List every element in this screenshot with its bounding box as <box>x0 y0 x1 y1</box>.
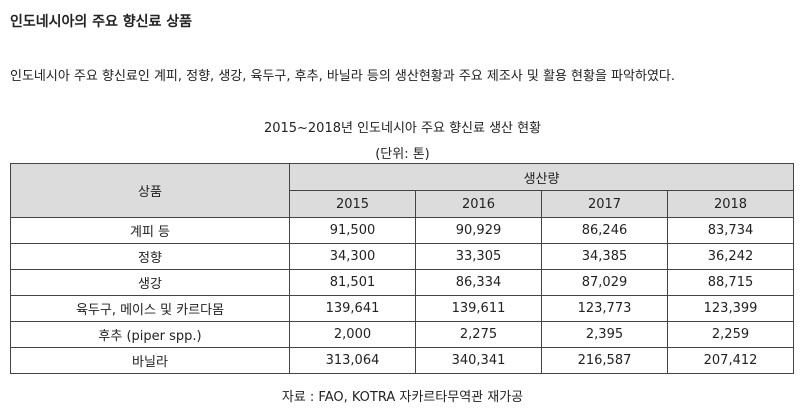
table-unit: (단위: 톤) <box>375 147 430 162</box>
section-description: 인도네시아 주요 향신료인 계피, 정향, 생강, 육두구, 후추, 바닐라 등… <box>10 69 675 84</box>
production-value: 207,412 <box>666 347 795 374</box>
production-value: 123,773 <box>541 295 668 322</box>
production-value: 88,715 <box>666 269 795 296</box>
year-header-row: 2015 2016 2017 2018 <box>11 190 795 218</box>
year-header: 2016 <box>415 190 542 218</box>
table-row: 정향 34,300 33,305 34,385 36,242 <box>10 243 795 270</box>
table-row: 바닐라 313,064 340,341 216,587 207,412 <box>10 347 795 374</box>
table-row: 계피 등 91,500 90,929 86,246 83,734 <box>10 217 795 244</box>
production-value: 340,341 <box>415 347 542 374</box>
year-header: 2017 <box>541 190 668 218</box>
section-heading: 인도네시아의 주요 향신료 상품 <box>10 14 193 30</box>
product-name: 후추 (piper spp.) <box>10 321 290 348</box>
table-row: 생강 81,501 86,334 87,029 88,715 <box>10 269 795 296</box>
production-value: 91,500 <box>289 217 416 244</box>
production-column-header: 생산량 <box>288 163 795 191</box>
production-value: 216,587 <box>541 347 668 374</box>
production-value: 33,305 <box>415 243 542 270</box>
production-value: 83,734 <box>666 217 795 244</box>
table-row: 육두구, 메이스 및 카르다몸 139,641 139,611 123,773 … <box>10 295 795 322</box>
production-value: 81,501 <box>289 269 416 296</box>
production-value: 86,334 <box>415 269 542 296</box>
product-name: 바닐라 <box>10 347 290 374</box>
product-name: 정향 <box>10 243 290 270</box>
production-value: 86,246 <box>541 217 668 244</box>
table-header-row: 상품 생산량 <box>10 163 795 218</box>
table-source: 자료 : FAO, KOTRA 자카르타무역관 재가공 <box>281 390 524 405</box>
production-value: 36,242 <box>666 243 795 270</box>
production-value: 90,929 <box>415 217 542 244</box>
table-title: 2015~2018년 인도네시아 주요 향신료 생산 현황 <box>263 121 542 136</box>
production-value: 34,385 <box>541 243 668 270</box>
production-value: 123,399 <box>666 295 795 322</box>
production-value: 87,029 <box>541 269 668 296</box>
table-row: 후추 (piper spp.) 2,000 2,275 2,395 2,259 <box>10 321 795 348</box>
product-name: 생강 <box>10 269 290 296</box>
year-header: 2018 <box>666 190 795 218</box>
production-value: 34,300 <box>289 243 416 270</box>
production-value: 139,641 <box>289 295 416 322</box>
production-value: 313,064 <box>289 347 416 374</box>
production-value: 2,259 <box>666 321 795 348</box>
product-name: 육두구, 메이스 및 카르다몸 <box>10 295 290 322</box>
product-name: 계피 등 <box>10 217 290 244</box>
production-table: 상품 생산량 2015 2016 2017 2018 계피 등 91,500 9… <box>10 163 795 374</box>
year-header: 2015 <box>289 190 416 218</box>
production-value: 2,000 <box>289 321 416 348</box>
product-column-header: 상품 <box>10 163 290 218</box>
production-value: 139,611 <box>415 295 542 322</box>
production-value: 2,275 <box>415 321 542 348</box>
production-value: 2,395 <box>541 321 668 348</box>
